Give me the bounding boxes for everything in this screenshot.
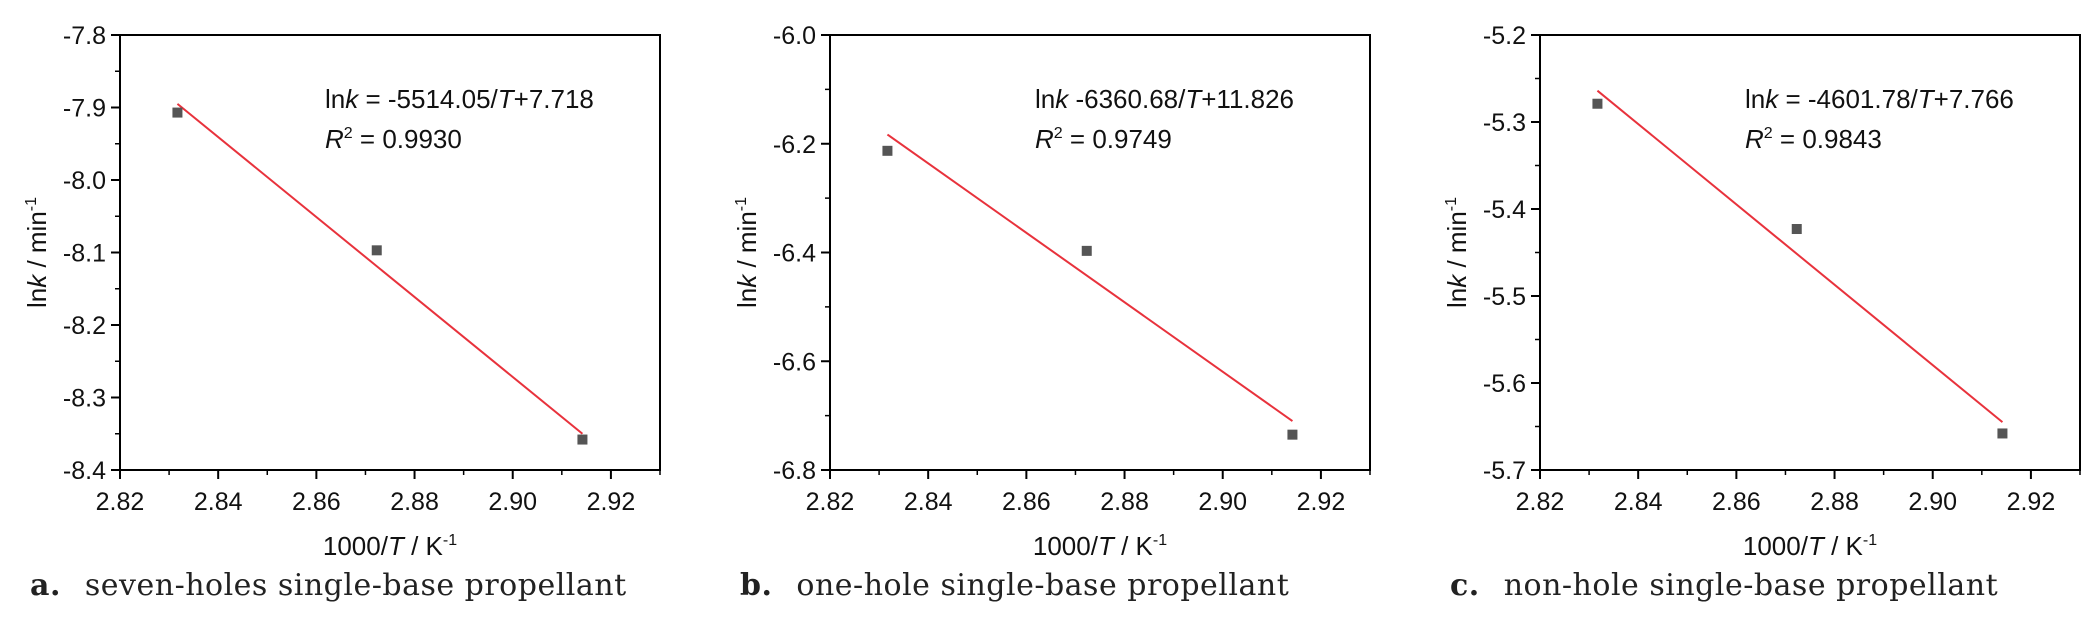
y-tick-label-c: -5.4 <box>1483 196 1526 224</box>
x-tick-label-b: 2.82 <box>806 488 855 516</box>
x-tick-label-a: 2.82 <box>96 488 145 516</box>
chart-panel-b: 2.82 2.84 2.86 2.88 2.90 2.92 -6.8 -6.6 -6.4 -6.2… <box>710 0 1410 633</box>
chart-c-plot: 2.82 2.84 2.86 2.88 2.90 2.92 -5.7 -5.6 -5.5 -5.4… <box>1442 22 2081 560</box>
fit-equation-c: lnk = -4601.78/T+7.766 <box>1745 84 2014 114</box>
r-squared-c: R2 = 0.9843 <box>1745 124 1882 154</box>
x-tick-label-b: 2.90 <box>1198 488 1247 516</box>
x-tick-label-c: 2.90 <box>1908 488 1957 516</box>
data-point-a-1 <box>172 107 183 118</box>
x-tick-label-a: 2.90 <box>488 488 537 516</box>
y-tick-label-c: -5.6 <box>1483 370 1526 398</box>
y-tick-label-b: -6.4 <box>773 240 816 268</box>
x-tick-label-a: 2.92 <box>587 488 636 516</box>
y-tick-label-c: -5.5 <box>1483 283 1526 311</box>
r-squared-a: R2 = 0.9930 <box>325 124 462 154</box>
data-point-b-2 <box>1081 245 1092 256</box>
chart-panel-a: 2.82 2.84 2.86 2.88 2.90 2.92 -8.4 -8.3 -8.2 -8.1… <box>0 0 700 633</box>
x-tick-label-c: 2.88 <box>1810 488 1859 516</box>
y-tick-label-a: -7.8 <box>63 22 106 50</box>
x-tick-label-a: 2.84 <box>194 488 243 516</box>
chart-a-plot: 2.82 2.84 2.86 2.88 2.90 2.92 -8.4 -8.3 -8.2 -8.1… <box>22 22 661 560</box>
r-squared-b: R2 = 0.9749 <box>1035 124 1172 154</box>
data-point-c-3 <box>1997 428 2008 439</box>
fit-equation-a: lnk = -5514.05/T+7.718 <box>325 84 594 114</box>
y-tick-label-c: -5.7 <box>1483 457 1526 485</box>
chart-b-plot: 2.82 2.84 2.86 2.88 2.90 2.92 -6.8 -6.6 -6.4 -6.2… <box>732 22 1371 560</box>
x-tick-label-a: 2.88 <box>390 488 439 516</box>
x-tick-label-b: 2.84 <box>904 488 953 516</box>
x-axis-label-b: 1000/T / K-1 <box>1033 531 1167 560</box>
data-point-b-3 <box>1287 429 1298 440</box>
data-point-b-1 <box>882 145 893 156</box>
x-axis-label-c: 1000/T / K-1 <box>1743 531 1877 560</box>
y-tick-label-a: -8.2 <box>63 312 106 340</box>
y-tick-label-b: -6.6 <box>773 348 816 376</box>
caption-c-letter: c. <box>1450 568 1480 603</box>
x-tick-label-c: 2.82 <box>1516 488 1565 516</box>
data-point-c-2 <box>1791 224 1802 235</box>
y-tick-label-a: -7.9 <box>63 95 106 123</box>
fit-line-c <box>1596 89 2004 423</box>
x-tick-label-b: 2.88 <box>1100 488 1149 516</box>
data-point-a-2 <box>371 245 382 256</box>
y-tick-label-c: -5.3 <box>1483 109 1526 137</box>
y-tick-label-b: -6.0 <box>773 22 816 50</box>
data-point-c-1 <box>1592 98 1603 109</box>
fit-equation-b: lnk -6360.68/T+11.826 <box>1035 84 1294 114</box>
x-tick-label-a: 2.86 <box>292 488 341 516</box>
fit-line-b <box>886 133 1294 422</box>
y-tick-label-a: -8.4 <box>63 457 106 485</box>
data-point-a-3 <box>577 434 588 445</box>
y-tick-label-b: -6.8 <box>773 457 816 485</box>
y-axis-label-b: lnk / min-1 <box>732 197 762 308</box>
y-axis-label-a: lnk / min-1 <box>22 197 52 308</box>
x-tick-label-c: 2.92 <box>2007 488 2056 516</box>
y-tick-label-a: -8.1 <box>63 240 106 268</box>
y-tick-label-a: -8.0 <box>63 167 106 195</box>
y-tick-label-b: -6.2 <box>773 131 816 159</box>
fit-line-a <box>176 103 584 435</box>
x-axis-label-a: 1000/T / K-1 <box>323 531 457 560</box>
caption-a: a. seven-holes single-base propellant <box>30 568 690 603</box>
caption-c-text: non-hole single-base propellant <box>1503 568 1999 603</box>
caption-a-text: seven-holes single-base propellant <box>84 568 627 603</box>
x-tick-label-c: 2.86 <box>1712 488 1761 516</box>
caption-b-letter: b. <box>740 568 773 603</box>
x-tick-label-b: 2.92 <box>1297 488 1346 516</box>
chart-panel-c: 2.82 2.84 2.86 2.88 2.90 2.92 -5.7 -5.6 -5.5 -5.4… <box>1420 0 2098 633</box>
y-axis-label-c: lnk / min-1 <box>1442 197 1472 308</box>
caption-b: b. one-hole single-base propellant <box>740 568 1400 603</box>
y-tick-label-c: -5.2 <box>1483 22 1526 50</box>
y-tick-label-a: -8.3 <box>63 385 106 413</box>
caption-b-text: one-hole single-base propellant <box>796 568 1290 603</box>
caption-a-letter: a. <box>30 568 61 603</box>
x-tick-label-b: 2.86 <box>1002 488 1051 516</box>
caption-c: c. non-hole single-base propellant <box>1450 568 2098 603</box>
x-tick-label-c: 2.84 <box>1614 488 1663 516</box>
